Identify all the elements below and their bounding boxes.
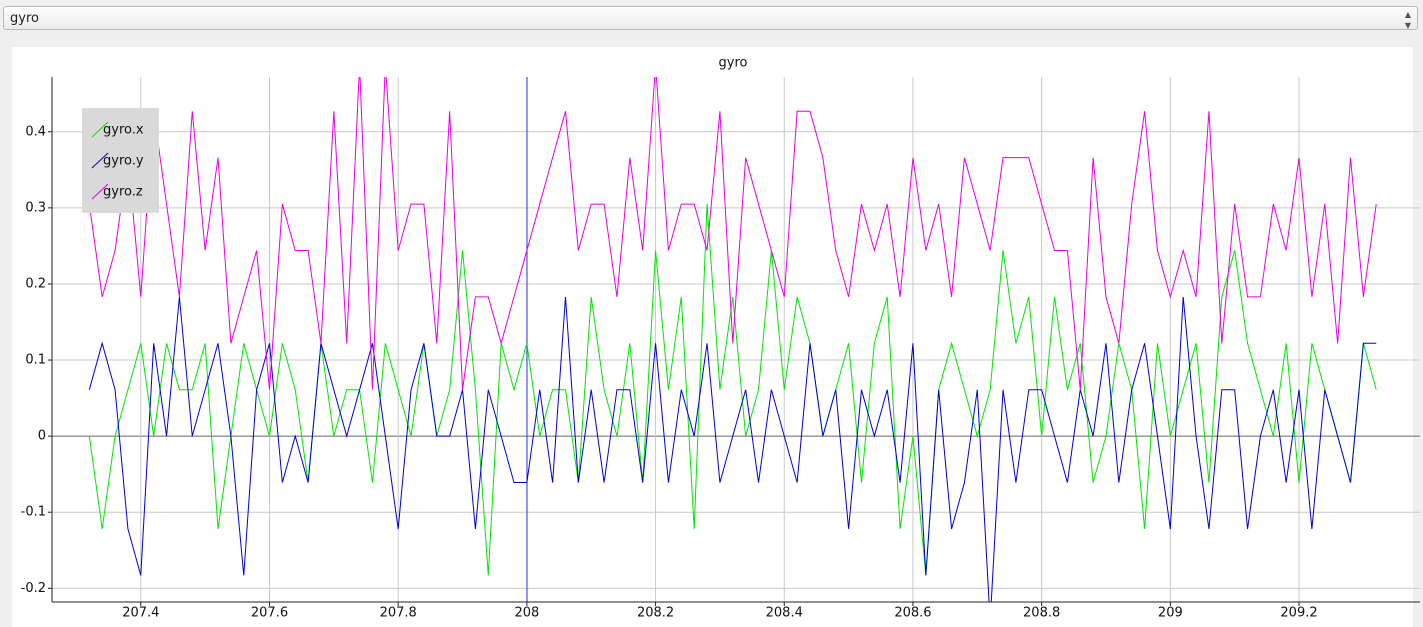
y-tick-label: -0.1 <box>21 505 46 520</box>
x-tick-label: 208 <box>514 606 539 621</box>
legend-label: gyro.z <box>103 185 143 200</box>
x-tick-label: 209.2 <box>1280 606 1317 621</box>
chart-title: gyro <box>719 56 748 71</box>
x-tick-label: 208.4 <box>766 606 803 621</box>
combobox-value: gyro <box>10 11 39 26</box>
x-tick-label: 208.8 <box>1023 606 1060 621</box>
combobox-arrow: ▲ ▼ <box>1404 10 1411 30</box>
x-tick-label: 207.8 <box>380 606 417 621</box>
legend-swatch <box>91 183 109 200</box>
series-line <box>88 77 1377 390</box>
legend-box <box>82 108 159 213</box>
legend-swatch <box>91 121 109 138</box>
y-tick-label: 0.2 <box>25 276 46 291</box>
series-line <box>88 204 1377 576</box>
x-tick-label: 208.6 <box>894 606 931 621</box>
x-tick-label: 209 <box>1158 606 1183 621</box>
chart-panel <box>12 47 1413 627</box>
legend-swatch <box>91 152 109 169</box>
legend-label: gyro.x <box>103 123 144 138</box>
y-tick-label: 0 <box>38 429 46 444</box>
x-tick-label: 207.4 <box>122 606 159 621</box>
y-tick-label: 0.4 <box>25 124 46 139</box>
y-tick-label: -0.2 <box>21 581 46 596</box>
y-tick-label: 0.1 <box>25 353 46 368</box>
y-tick-label: 0.3 <box>25 200 46 215</box>
x-tick-label: 208.2 <box>637 606 674 621</box>
combobox[interactable]: gyro ▲ ▼ <box>3 6 1418 30</box>
x-tick-label: 207.6 <box>251 606 288 621</box>
legend-label: gyro.y <box>103 154 144 169</box>
series-line <box>88 296 1377 602</box>
